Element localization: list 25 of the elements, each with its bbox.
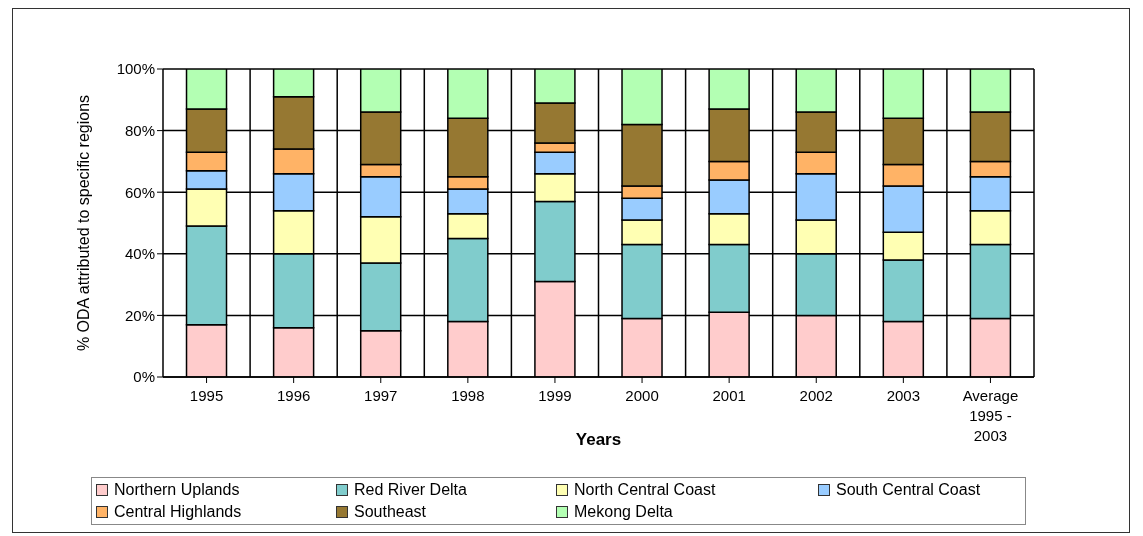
x-tick-label: 1995 — [189, 387, 224, 404]
x-tick-label: 2002 — [799, 387, 833, 404]
y-axis-title: % ODA attributed to specific regions — [74, 94, 92, 352]
x-axis-title: Years — [575, 430, 622, 450]
y-tick-label: 40% — [124, 245, 155, 263]
y-tick-label: 80% — [124, 121, 155, 139]
legend-label: North Central Coast — [574, 481, 716, 499]
legend-label: South Central Coast — [836, 481, 981, 499]
y-tick-label: 100% — [116, 60, 155, 78]
y-tick-label: 0% — [133, 368, 155, 386]
legend-label: Northern Uplands — [114, 481, 240, 499]
legend-label: Southeast — [354, 503, 427, 521]
x-tick-label: 1998 — [451, 387, 485, 404]
x-tick-label: 1999 — [538, 387, 572, 404]
legend-label: Mekong Delta — [574, 503, 673, 521]
y-tick-label: 60% — [124, 183, 155, 201]
x-tick-label: 1996 — [276, 387, 311, 404]
x-tick-label: 2003 — [886, 387, 921, 404]
y-tick-label: 20% — [124, 306, 155, 324]
legend-label: Red River Delta — [354, 481, 467, 499]
x-tick-label: Average 1995 - 2003 — [962, 387, 1019, 444]
x-tick-label: 2001 — [712, 387, 746, 404]
x-tick-label: 2000 — [625, 387, 659, 404]
legend-label: Central Highlands — [114, 503, 242, 521]
x-tick-label: 1997 — [364, 387, 398, 404]
